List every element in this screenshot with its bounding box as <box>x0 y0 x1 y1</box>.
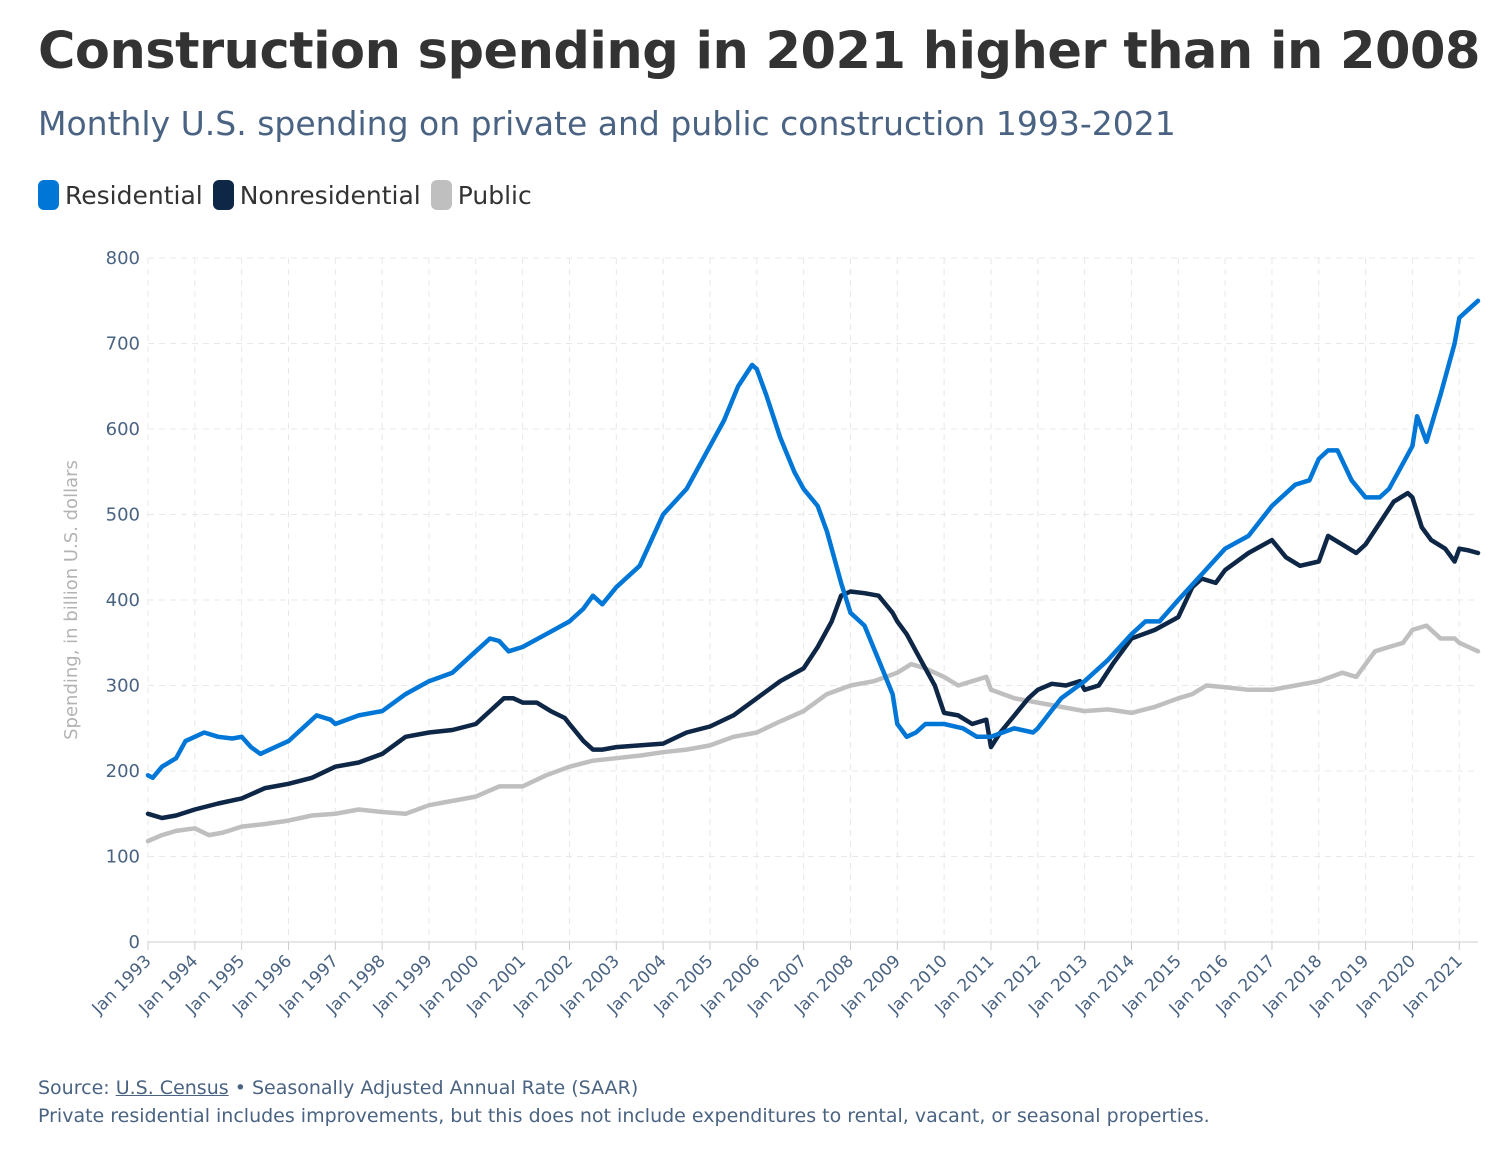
y-tick-label: 700 <box>106 334 140 355</box>
y-tick-label: 300 <box>106 676 140 697</box>
y-tick-label: 200 <box>106 761 140 782</box>
source-line: Source: U.S. Census • Seasonally Adjuste… <box>38 1074 1210 1102</box>
series-line-nonresidential <box>145 490 1481 821</box>
footer: Source: U.S. Census • Seasonally Adjuste… <box>38 1074 1210 1130</box>
legend-item-public[interactable]: Public <box>430 180 532 210</box>
y-tick-label: 100 <box>106 847 140 868</box>
y-tick-label: 800 <box>106 248 140 269</box>
legend-swatch-residential <box>38 180 59 210</box>
legend-swatch-public <box>430 180 452 210</box>
series-line-public <box>145 623 1481 844</box>
legend-label-residential: Residential <box>65 180 203 210</box>
y-tick-label: 500 <box>106 505 140 526</box>
legend-item-nonresidential[interactable]: Nonresidential <box>212 180 421 210</box>
y-tick-label: 600 <box>106 419 140 440</box>
legend-label-public: Public <box>457 180 532 210</box>
source-suffix: • Seasonally Adjusted Annual Rate (SAAR) <box>234 1077 639 1099</box>
source-prefix: Source: <box>38 1077 110 1099</box>
y-tick-label: 0 <box>129 932 140 953</box>
legend: Residential Nonresidential Public <box>38 180 532 210</box>
chart-subtitle: Monthly U.S. spending on private and pub… <box>38 104 1176 143</box>
footnote: Private residential includes improvement… <box>38 1105 1210 1127</box>
series-line-residential <box>145 298 1481 781</box>
y-tick-label: 400 <box>106 590 140 611</box>
y-axis-title: Spending, in billion U.S. dollars <box>61 460 82 740</box>
legend-item-residential[interactable]: Residential <box>38 180 203 210</box>
chart-title: Construction spending in 2021 higher tha… <box>38 22 1480 81</box>
legend-swatch-nonresidential <box>212 180 234 210</box>
source-link[interactable]: U.S. Census <box>115 1077 229 1099</box>
legend-label-nonresidential: Nonresidential <box>239 180 421 210</box>
